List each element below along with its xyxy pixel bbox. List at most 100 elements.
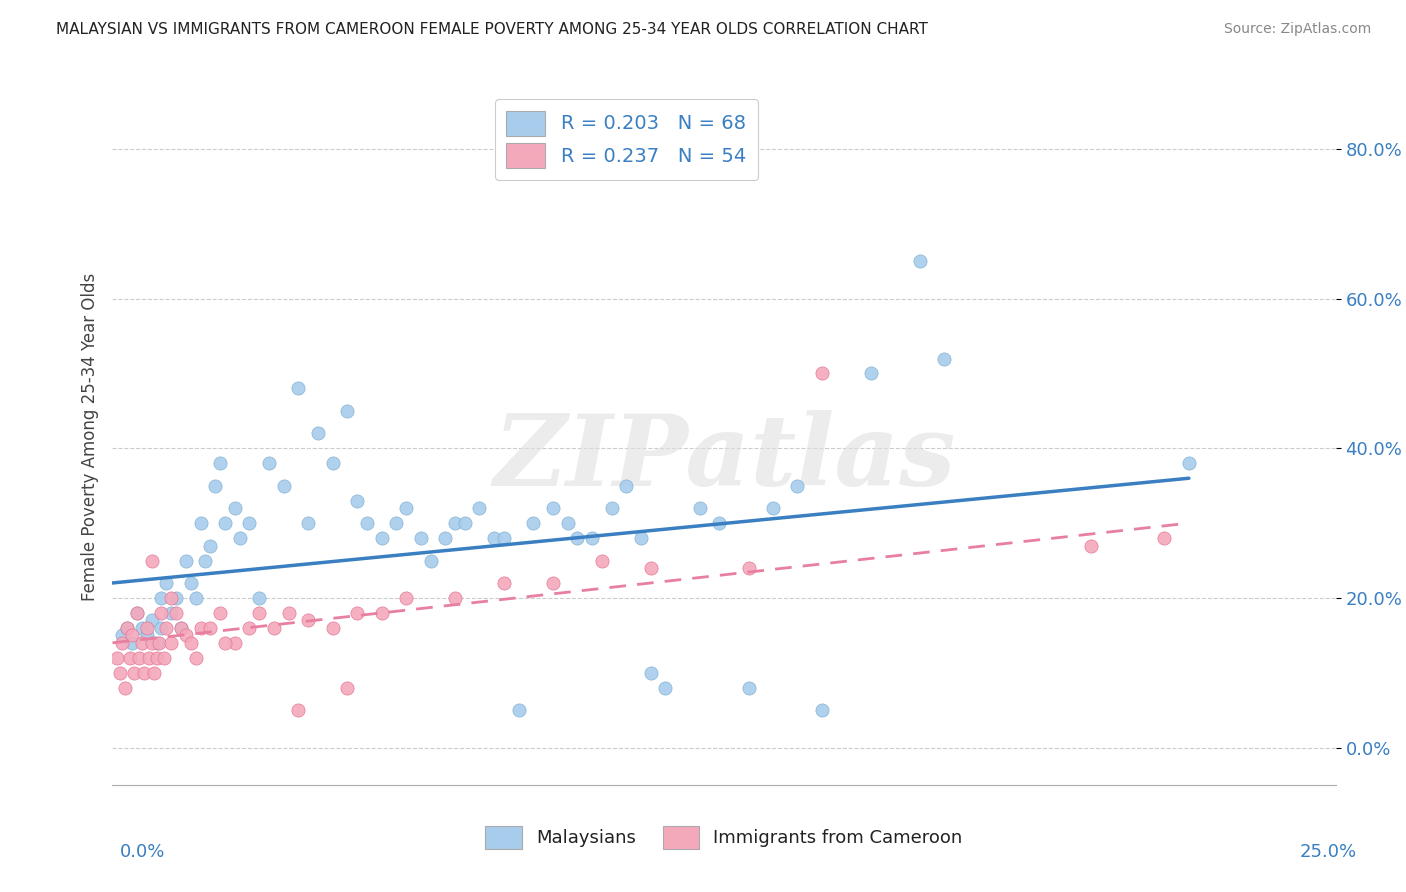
Point: [138, 650, 160, 665]
Point: [557, 516, 579, 530]
Point: [143, 665, 166, 680]
Point: [174, 628, 197, 642]
Point: [204, 479, 226, 493]
Text: Source: ZipAtlas.com: Source: ZipAtlas.com: [1223, 22, 1371, 37]
Point: [209, 606, 232, 620]
Point: [247, 606, 270, 620]
Point: [153, 650, 176, 665]
Point: [128, 650, 150, 665]
Point: [150, 606, 173, 620]
Point: [640, 665, 662, 680]
Point: [336, 404, 359, 418]
Point: [468, 501, 491, 516]
Point: [322, 621, 344, 635]
Point: [118, 650, 141, 665]
Text: 0.0%: 0.0%: [120, 843, 165, 861]
Point: [737, 561, 759, 575]
Point: [581, 531, 603, 545]
Point: [908, 254, 931, 268]
Point: [190, 621, 212, 635]
Point: [297, 613, 319, 627]
Point: [190, 516, 212, 530]
Point: [165, 591, 187, 605]
Point: [160, 591, 183, 605]
Point: [287, 381, 309, 395]
Point: [737, 681, 759, 695]
Point: [614, 479, 637, 493]
Point: [273, 479, 295, 493]
Text: 25.0%: 25.0%: [1299, 843, 1357, 861]
Point: [689, 501, 711, 516]
Point: [444, 591, 467, 605]
Point: [165, 606, 187, 620]
Point: [145, 636, 167, 650]
Point: [786, 479, 808, 493]
Point: [541, 501, 564, 516]
Point: [811, 367, 834, 381]
Text: ZIPatlas: ZIPatlas: [494, 409, 955, 506]
Point: [174, 553, 197, 567]
Point: [238, 516, 260, 530]
Point: [709, 516, 731, 530]
Point: [934, 351, 956, 366]
Point: [170, 621, 193, 635]
Legend: Malaysians, Immigrants from Cameroon: Malaysians, Immigrants from Cameroon: [478, 818, 970, 856]
Point: [640, 561, 662, 575]
Point: [228, 531, 250, 545]
Point: [170, 621, 193, 635]
Point: [277, 606, 299, 620]
Point: [811, 703, 834, 717]
Point: [346, 493, 368, 508]
Point: [131, 621, 153, 635]
Point: [522, 516, 544, 530]
Point: [115, 621, 138, 635]
Point: [135, 621, 157, 635]
Text: MALAYSIAN VS IMMIGRANTS FROM CAMEROON FEMALE POVERTY AMONG 25-34 YEAR OLDS CORRE: MALAYSIAN VS IMMIGRANTS FROM CAMEROON FE…: [56, 22, 928, 37]
Point: [859, 367, 882, 381]
Point: [434, 531, 457, 545]
Point: [141, 613, 163, 627]
Point: [385, 516, 408, 530]
Point: [155, 576, 177, 591]
Point: [145, 650, 167, 665]
Point: [125, 606, 148, 620]
Point: [224, 501, 246, 516]
Point: [336, 681, 359, 695]
Point: [257, 456, 280, 470]
Point: [322, 456, 344, 470]
Point: [1178, 456, 1201, 470]
Point: [155, 621, 177, 635]
Point: [114, 681, 136, 695]
Point: [194, 553, 217, 567]
Point: [209, 456, 232, 470]
Point: [150, 591, 173, 605]
Point: [1080, 539, 1102, 553]
Point: [180, 636, 202, 650]
Point: [419, 553, 441, 567]
Point: [654, 681, 676, 695]
Point: [307, 426, 329, 441]
Point: [1153, 531, 1175, 545]
Y-axis label: Female Poverty Among 25-34 Year Olds: Female Poverty Among 25-34 Year Olds: [80, 273, 98, 601]
Point: [150, 621, 173, 635]
Point: [247, 591, 270, 605]
Point: [134, 665, 156, 680]
Point: [444, 516, 467, 530]
Point: [370, 531, 392, 545]
Point: [184, 591, 207, 605]
Point: [263, 621, 285, 635]
Point: [370, 606, 392, 620]
Point: [630, 531, 652, 545]
Point: [287, 703, 309, 717]
Point: [141, 553, 163, 567]
Point: [160, 636, 183, 650]
Point: [184, 650, 207, 665]
Point: [105, 650, 128, 665]
Point: [131, 636, 153, 650]
Point: [180, 576, 202, 591]
Point: [135, 628, 157, 642]
Point: [200, 621, 222, 635]
Point: [108, 665, 131, 680]
Point: [115, 621, 138, 635]
Point: [214, 636, 236, 650]
